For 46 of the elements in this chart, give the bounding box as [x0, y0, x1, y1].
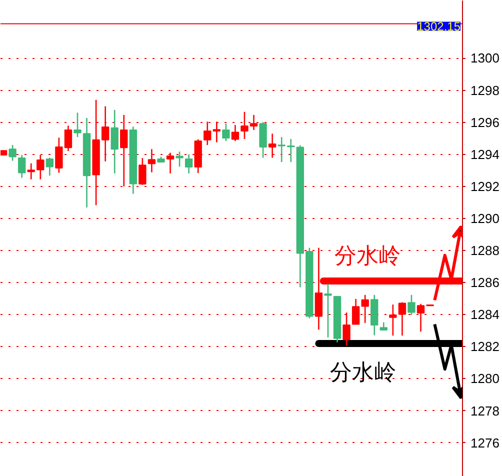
y-tick-label: 1290 — [470, 210, 500, 226]
candlestick — [18, 154, 26, 178]
candlestick — [231, 124, 240, 142]
candlestick — [324, 283, 332, 338]
y-tick-label: 1298 — [470, 82, 500, 98]
y-tick-label: 1286 — [470, 275, 500, 290]
candlestick — [176, 150, 184, 168]
candlestick — [46, 157, 54, 176]
candlestick — [120, 114, 128, 188]
candlestick — [110, 109, 118, 174]
candlestick — [166, 152, 174, 174]
candlestick — [212, 121, 220, 143]
candlestick — [184, 154, 193, 174]
candlestick — [259, 121, 267, 158]
y-tick-label: 1284 — [470, 307, 500, 322]
candlestick — [342, 312, 350, 346]
y-tick-label: 1294 — [470, 146, 500, 162]
candlestick — [222, 122, 230, 142]
y-tick-label: 1276 — [470, 435, 500, 450]
candlestick — [361, 294, 369, 324]
candlestick — [138, 157, 146, 186]
candlestick — [148, 148, 156, 173]
y-tick-label: 1280 — [470, 371, 500, 386]
candlestick — [278, 136, 286, 163]
candlestick — [36, 154, 44, 180]
candlestick — [352, 298, 360, 325]
candlestick — [408, 294, 416, 316]
candlestick — [8, 144, 16, 162]
y-tick-label: 1292 — [470, 178, 500, 194]
y-tick-label: 1296 — [470, 114, 500, 130]
y-tick-label: 1282 — [470, 339, 500, 354]
y-tick-label: 1278 — [470, 403, 500, 418]
candlestick — [389, 304, 397, 336]
candlestick — [287, 138, 295, 163]
ref-line-label: 1302.15 — [417, 20, 461, 34]
candlestick — [101, 106, 110, 162]
y-tick-label: 1288 — [470, 243, 500, 258]
y-tick-label: 1300 — [470, 50, 500, 66]
candlestick — [27, 162, 35, 180]
candlestick — [398, 302, 406, 336]
candlestick — [204, 121, 212, 146]
candlestick — [74, 112, 82, 138]
candlestick — [268, 133, 276, 158]
ref-line-label: 分水岭 — [334, 244, 400, 269]
ref-line-label: 分水岭 — [330, 360, 396, 386]
candlestick — [416, 303, 425, 332]
